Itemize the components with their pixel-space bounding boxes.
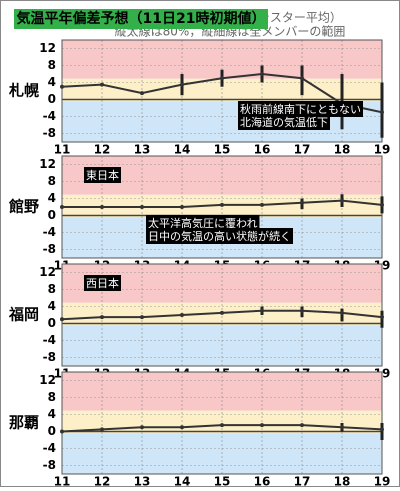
x-tick-label: 15 bbox=[214, 143, 231, 157]
y-tick-label: 4 bbox=[48, 407, 56, 421]
x-tick-label: 12 bbox=[94, 143, 111, 157]
point bbox=[340, 198, 344, 203]
point bbox=[220, 310, 224, 315]
y-tick-label: 8 bbox=[48, 282, 56, 296]
point bbox=[60, 84, 64, 89]
point bbox=[260, 72, 264, 76]
x-tick-label: 19 bbox=[374, 475, 391, 488]
y-tick-label: 12 bbox=[39, 373, 56, 387]
title-box bbox=[14, 9, 268, 29]
x-tick-label: 11 bbox=[54, 143, 71, 157]
point bbox=[300, 308, 304, 313]
point bbox=[380, 315, 384, 320]
annotation-box bbox=[84, 275, 121, 291]
y-tick-label: -4 bbox=[43, 333, 56, 347]
station-label: 那覇 bbox=[9, 414, 39, 432]
y-tick-label: -8 bbox=[43, 242, 56, 256]
point bbox=[60, 429, 64, 434]
point bbox=[220, 202, 224, 207]
x-tick-label: 14 bbox=[174, 143, 191, 157]
point bbox=[220, 76, 224, 81]
y-tick-label: -4 bbox=[43, 441, 56, 455]
point bbox=[260, 423, 264, 428]
y-tick-label: 12 bbox=[39, 157, 56, 171]
point bbox=[180, 205, 184, 209]
point bbox=[340, 425, 344, 430]
x-tick-label: 13 bbox=[134, 143, 151, 157]
annotation: 西日本 bbox=[86, 276, 119, 290]
point bbox=[300, 76, 304, 81]
y-tick-label: 12 bbox=[39, 41, 56, 55]
station-label: 館野 bbox=[8, 198, 39, 216]
title: 気温平年偏差予想（11日21時初期値） bbox=[17, 10, 266, 27]
annotation-box bbox=[238, 114, 330, 130]
annotation: 秋雨前線南下にともない bbox=[240, 102, 361, 116]
point bbox=[340, 310, 344, 315]
y-tick-label: -8 bbox=[43, 350, 56, 364]
point bbox=[300, 423, 304, 428]
station-label: 札幌 bbox=[8, 82, 39, 100]
y-tick-label: 0 bbox=[48, 208, 56, 222]
point bbox=[140, 425, 144, 430]
x-tick-label: 13 bbox=[134, 475, 151, 488]
x-tick-label: 15 bbox=[214, 475, 231, 488]
y-tick-label: 0 bbox=[48, 424, 56, 438]
x-tick-label: 11 bbox=[54, 475, 71, 488]
x-tick-label: 17 bbox=[294, 475, 311, 488]
annotation: 東日本 bbox=[86, 168, 119, 182]
point bbox=[260, 202, 264, 207]
station-label: 福岡 bbox=[8, 306, 39, 324]
y-tick-label: 0 bbox=[48, 92, 56, 106]
point bbox=[180, 82, 184, 87]
y-tick-label: 4 bbox=[48, 75, 56, 89]
point bbox=[180, 425, 184, 430]
x-tick-label: 12 bbox=[94, 475, 111, 488]
point bbox=[300, 200, 304, 205]
x-tick-label: 19 bbox=[374, 143, 391, 157]
annotation: 北海道の気温低下 bbox=[240, 115, 328, 129]
x-tick-label: 17 bbox=[294, 143, 311, 157]
point bbox=[60, 317, 64, 322]
x-tick-label: 16 bbox=[254, 475, 271, 488]
annotation-box bbox=[146, 215, 260, 231]
y-tick-label: 0 bbox=[48, 316, 56, 330]
x-tick-label: 16 bbox=[254, 143, 271, 157]
y-tick-label: -4 bbox=[43, 225, 56, 239]
point bbox=[140, 205, 144, 209]
y-tick-label: 4 bbox=[48, 299, 56, 313]
y-tick-label: 12 bbox=[39, 265, 56, 279]
y-tick-label: -4 bbox=[43, 109, 56, 123]
annotation: 太平洋高気圧に覆われ bbox=[148, 216, 257, 230]
point bbox=[100, 82, 104, 87]
y-tick-label: 4 bbox=[48, 191, 56, 205]
annotation-box bbox=[84, 167, 121, 183]
point bbox=[100, 205, 104, 209]
point bbox=[380, 110, 384, 115]
annotation-box bbox=[146, 228, 293, 244]
point bbox=[140, 91, 144, 96]
point bbox=[180, 313, 184, 317]
point bbox=[100, 315, 104, 320]
point bbox=[380, 427, 384, 432]
point bbox=[260, 308, 264, 313]
y-tick-label: 8 bbox=[48, 58, 56, 72]
point bbox=[220, 423, 224, 428]
y-tick-label: -8 bbox=[43, 458, 56, 472]
x-tick-label: 14 bbox=[174, 475, 191, 488]
point bbox=[100, 427, 104, 432]
point bbox=[380, 202, 384, 207]
y-tick-label: 8 bbox=[48, 174, 56, 188]
point bbox=[140, 315, 144, 320]
x-tick-label: 18 bbox=[334, 143, 351, 157]
y-tick-label: 8 bbox=[48, 390, 56, 404]
y-tick-label: -8 bbox=[43, 126, 56, 140]
annotation-box bbox=[238, 101, 363, 117]
annotation: 日中の気温の高い状態が続く bbox=[148, 229, 291, 243]
point bbox=[60, 205, 64, 209]
x-tick-label: 18 bbox=[334, 475, 351, 488]
